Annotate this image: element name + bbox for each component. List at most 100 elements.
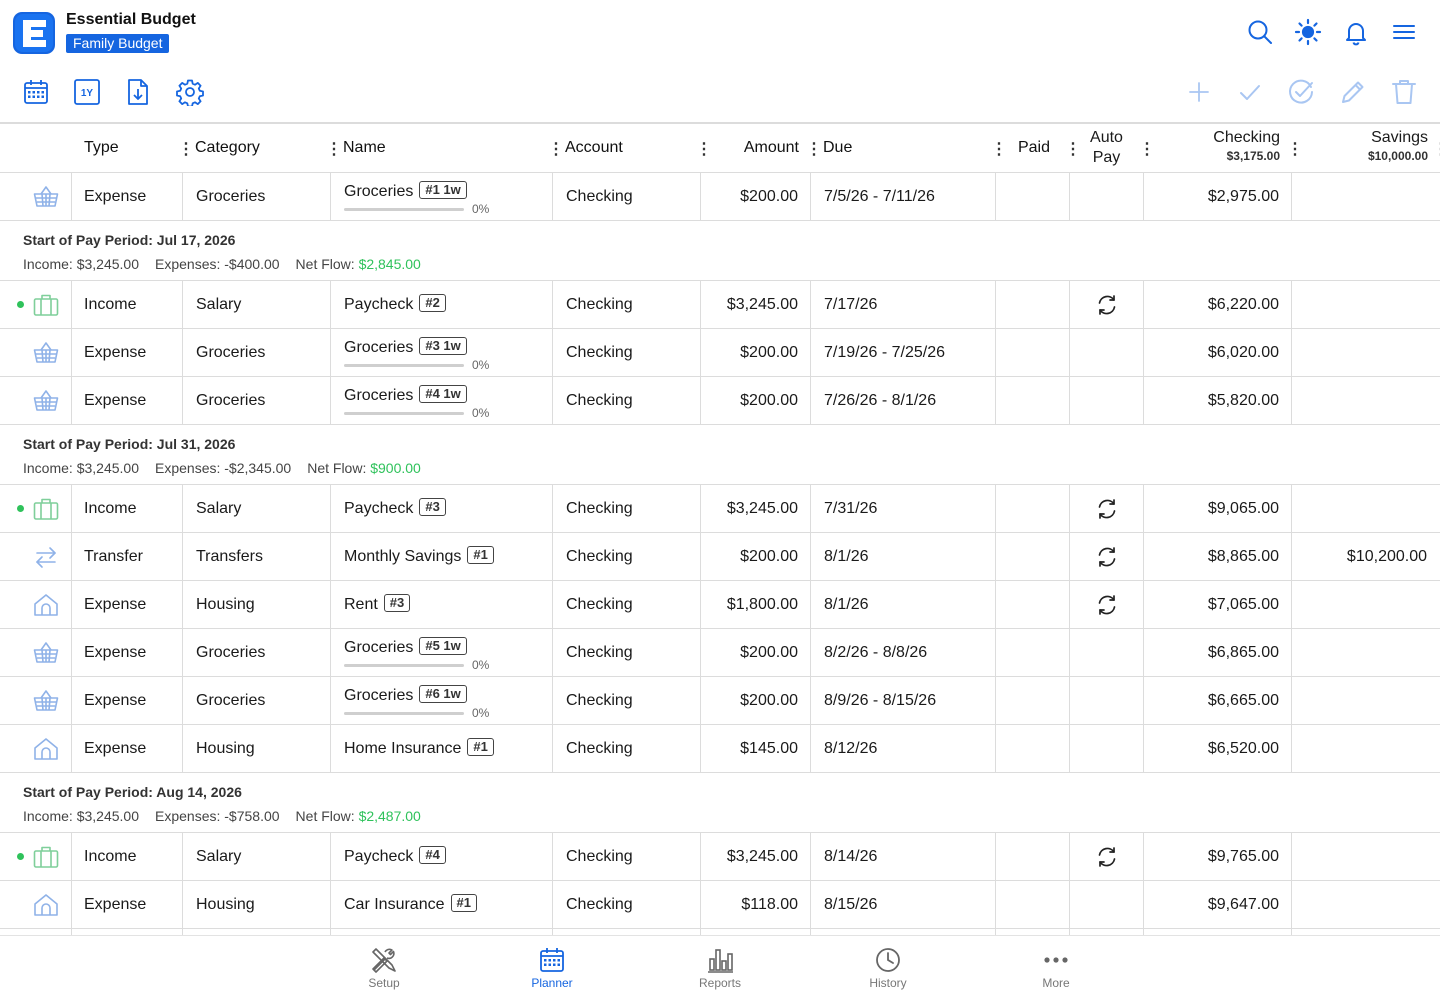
column-menu-icon[interactable]: ⋮ [696,141,712,158]
column-divider [1143,929,1144,935]
theme-sun-icon[interactable] [1294,18,1322,46]
occurrence-tag: #1 [467,738,494,756]
column-checking[interactable]: Checking $3,175.00 [1150,128,1280,164]
name-cell[interactable]: Paycheck #2 [344,281,446,328]
name-cell[interactable]: Car Insurance #1 [344,881,477,928]
table-row[interactable]: Expense Housing Car Insurance #1 Checking $11… [0,881,1440,929]
column-menu-icon[interactable]: ⋮ [806,141,822,158]
column-divider [71,677,72,724]
account-cell: Checking [566,644,633,661]
checking-balance-cell: $9,765.00 [1207,848,1279,865]
trash-icon[interactable] [1390,78,1418,106]
auto-pay-sync-icon [1096,846,1118,868]
column-divider [552,881,553,928]
column-paid[interactable]: Paid [1017,139,1050,156]
column-menu-icon[interactable]: ⋮ [991,141,1007,158]
bell-icon[interactable] [1342,18,1370,46]
table-row[interactable]: Expense Groceries Groceries #3 1w 0% Checking… [0,329,1440,377]
column-divider [182,173,183,220]
table-row[interactable]: Transfer Transfers Monthly Savings #1 Checki… [0,533,1440,581]
auto-pay-sync-icon [1096,546,1118,568]
column-menu-icon[interactable]: ⋮ [178,141,194,158]
table-row[interactable]: Expense Groceries Groceries #6 1w 0% Checking… [0,677,1440,725]
house-icon [33,893,59,917]
column-divider [330,581,331,628]
due-cell: 7/31/26 [824,500,878,517]
tab-history[interactable]: History [843,936,933,1000]
table-row[interactable]: Income Salary Paycheck #4 Checking $3,245.00 8… [0,833,1440,881]
period-net-flow: $900.00 [370,460,421,476]
tab-setup[interactable]: Setup [339,936,429,1000]
name-cell[interactable]: Paycheck #3 [344,485,446,532]
checking-balance-cell: $7,065.00 [1207,596,1279,613]
calendar-icon [538,946,566,974]
name-cell[interactable]: Groceries #3 1w [344,337,467,384]
column-menu-icon[interactable]: ⋮ [326,141,342,158]
column-divider [71,725,72,772]
type-cell: Expense [84,596,147,613]
tab-reports[interactable]: Reports [675,936,765,1000]
budget-badge[interactable]: Family Budget [66,34,170,53]
type-cell: Expense [84,740,147,757]
category-cell: Groceries [196,344,266,361]
settings-icon[interactable] [176,78,204,106]
add-icon[interactable] [1185,78,1213,106]
app-logo-icon [12,11,56,55]
column-divider [810,281,811,328]
savings-balance-cell [1300,581,1427,628]
table-row[interactable] [0,929,1440,935]
name-cell[interactable]: Paycheck #4 [344,833,446,880]
name-cell[interactable]: Groceries #1 1w [344,181,467,228]
name-cell[interactable]: Groceries #6 1w [344,685,467,732]
table-row[interactable]: Expense Groceries Groceries #4 1w 0% Checking… [0,377,1440,425]
column-divider [330,329,331,376]
name-cell[interactable]: Home Insurance #1 [344,725,494,772]
briefcase-icon [33,845,59,869]
search-icon[interactable] [1246,18,1274,46]
table-row[interactable]: Expense Housing Home Insurance #1 Checking $1… [0,725,1440,773]
column-divider [552,533,553,580]
type-cell: Expense [84,692,147,709]
column-divider [182,881,183,928]
column-menu-icon[interactable]: ⋮ [548,141,564,158]
clock-icon [874,946,902,974]
checking-balance-cell: $2,975.00 [1207,188,1279,205]
name-cell[interactable]: Monthly Savings #1 [344,533,494,580]
menu-icon[interactable] [1390,18,1418,46]
column-divider [700,533,701,580]
one-year-icon[interactable]: 1Y [73,78,101,106]
table-row[interactable]: Expense Groceries Groceries #1 1w 0% Checking… [0,173,1440,221]
name-text: Paycheck [344,500,414,517]
column-divider [700,173,701,220]
name-cell[interactable]: Groceries #5 1w [344,637,467,684]
table-row[interactable]: Expense Housing Rent #3 Checking $1,800.00 8/1… [0,581,1440,629]
check-icon[interactable] [1236,78,1264,106]
column-menu-icon[interactable]: ⋮ [1065,141,1081,158]
column-auto-pay[interactable]: Auto Pay [1090,129,1123,166]
tab-planner[interactable]: Planner [507,936,597,1000]
column-menu-icon[interactable]: ⋮ [1139,141,1155,158]
name-cell[interactable]: Groceries #4 1w [344,385,467,432]
edit-icon[interactable] [1339,78,1367,106]
table-row[interactable]: Income Salary Paycheck #3 Checking $3,245.00 7… [0,485,1440,533]
column-savings[interactable]: Savings $10,000.00 [1300,128,1428,164]
amount-cell: $200.00 [740,692,798,709]
house-icon [33,737,59,761]
column-menu-icon[interactable]: ⋮ [1287,141,1303,158]
name-cell[interactable]: Rent #3 [344,581,411,628]
table-row[interactable]: Income Salary Paycheck #2 Checking $3,245.00 7… [0,281,1440,329]
column-divider [995,725,996,772]
column-amount[interactable]: Amount [743,139,799,156]
amount-cell: $3,245.00 [726,848,798,865]
column-divider [700,581,701,628]
column-divider [552,281,553,328]
export-icon[interactable] [124,78,152,106]
savings-balance-cell [1300,377,1427,424]
calendar-icon[interactable] [22,78,50,106]
column-menu-icon[interactable]: ⋮ [1433,139,1440,159]
table-row[interactable]: Expense Groceries Groceries #5 1w 0% Checking… [0,629,1440,677]
column-divider [1069,677,1070,724]
tab-more[interactable]: More [1011,936,1101,1000]
check-circle-icon[interactable] [1287,78,1315,106]
pay-period-totals: Income: $3,245.00 Expenses: -$2,345.00 Net… [23,460,421,476]
